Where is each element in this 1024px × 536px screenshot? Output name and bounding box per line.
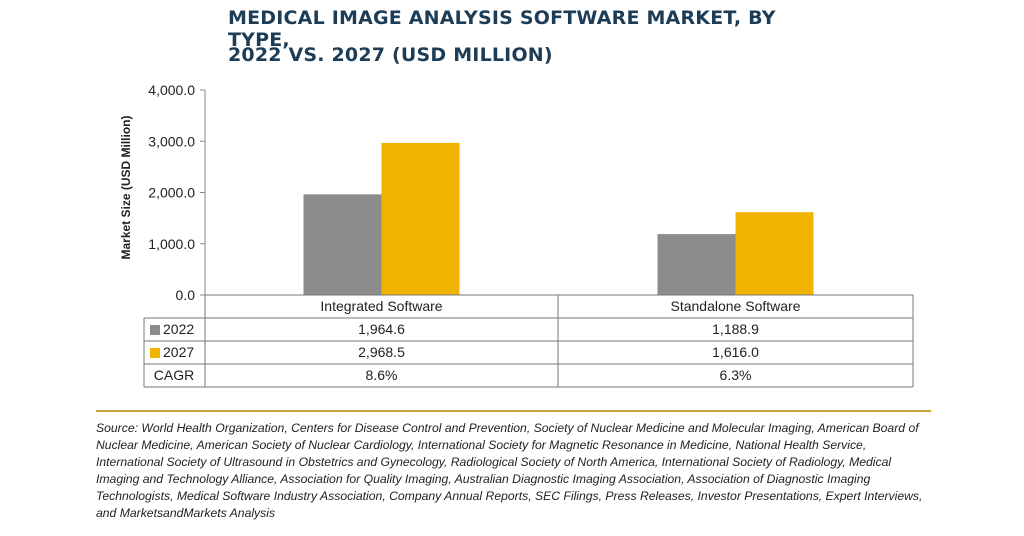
y-tick-label: 4,000.0 <box>148 82 195 98</box>
bar-2027-2 <box>735 212 814 295</box>
table-row-label: CAGR <box>154 367 194 383</box>
cagr-value: 8.6% <box>366 367 398 383</box>
category-label: Integrated Software <box>320 298 442 314</box>
bar-2022-1 <box>303 194 382 295</box>
chart-title-line-1: MEDICAL IMAGE ANALYSIS SOFTWARE MARKET, … <box>228 7 776 51</box>
data-label: 1,964.6 <box>358 321 405 337</box>
data-label: 2,968.5 <box>358 344 405 360</box>
y-tick-label: 2,000.0 <box>148 185 195 201</box>
bar-chart: 0.0 1,000.0 2,000.0 3,000.0 4,000.0 Market Si… <box>119 82 914 388</box>
y-tick-label: 1,000.0 <box>148 236 195 252</box>
bar-2027-1 <box>381 142 460 295</box>
y-tick-label: 0.0 <box>176 287 196 303</box>
cagr-value: 6.3% <box>720 367 752 383</box>
data-label: 1,188.9 <box>712 321 759 337</box>
y-tick-label: 3,000.0 <box>148 133 195 149</box>
data-label: 1,616.0 <box>712 344 759 360</box>
source-divider <box>96 410 931 412</box>
legend-swatch-2022 <box>150 325 160 335</box>
legend-swatch-2027 <box>150 348 160 358</box>
bar-2022-2 <box>657 234 736 295</box>
legend-label: 2022 <box>163 321 194 337</box>
category-label: Standalone Software <box>671 298 801 314</box>
chart-title-line-2: 2022 VS. 2027 (USD MILLION) <box>228 44 553 66</box>
source-note: Source: World Health Organization, Cente… <box>96 421 923 520</box>
legend-label: 2027 <box>163 344 194 360</box>
y-axis-title: Market Size (USD Million) <box>119 115 133 259</box>
